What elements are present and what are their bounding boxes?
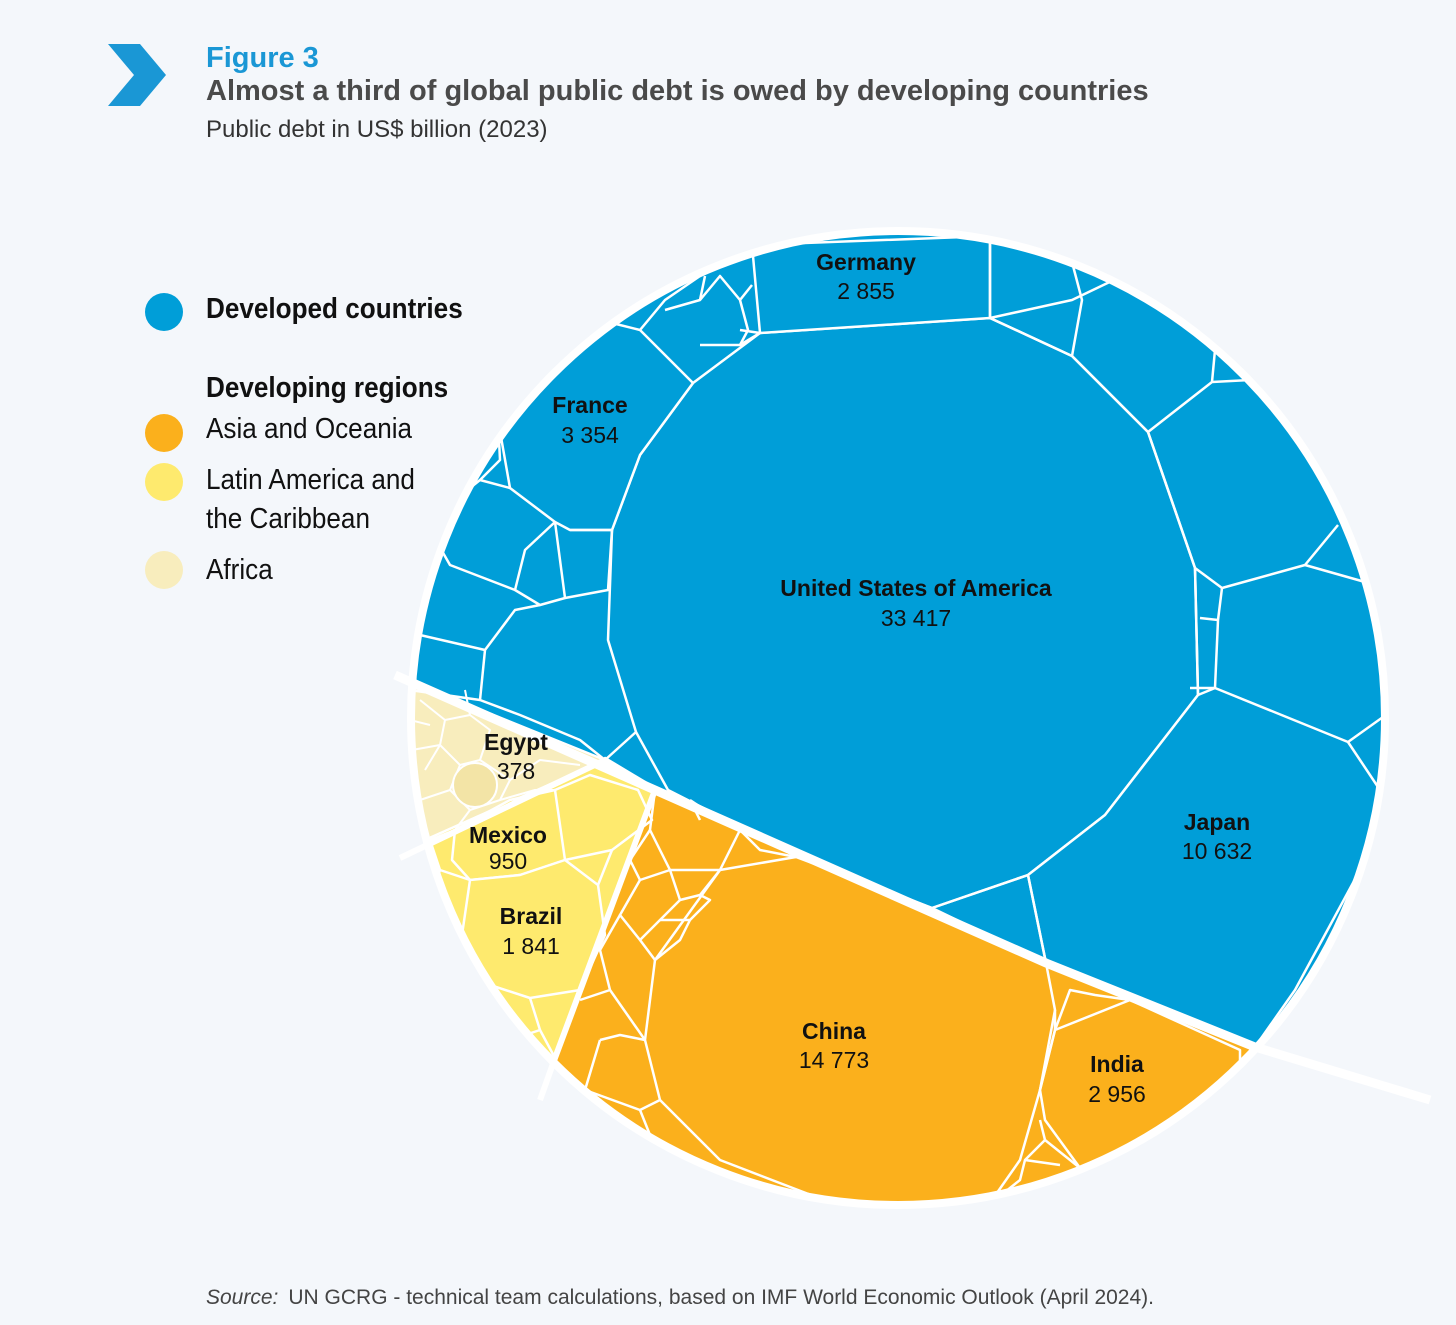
legend-asia-label: Asia and Oceania bbox=[206, 413, 413, 445]
legend-dot-asia bbox=[145, 414, 183, 452]
legend-developing-heading: Developing regions bbox=[206, 372, 449, 404]
label-germany-name: Germany bbox=[816, 249, 916, 275]
legend-africa-label: Africa bbox=[206, 554, 273, 586]
label-china-value: 14 773 bbox=[799, 1047, 869, 1073]
label-india-value: 2 956 bbox=[1088, 1081, 1146, 1107]
label-france-name: France bbox=[552, 392, 627, 418]
label-usa-value: 33 417 bbox=[881, 605, 951, 631]
label-china-name: China bbox=[802, 1018, 866, 1044]
legend-latam-label-line2: the Caribbean bbox=[206, 503, 370, 535]
legend-dot-africa bbox=[145, 551, 183, 589]
label-germany-value: 2 855 bbox=[837, 278, 895, 304]
label-usa-name: United States of America bbox=[780, 575, 1052, 601]
chevron-arrow-icon bbox=[108, 44, 166, 106]
cell-japan bbox=[1026, 686, 1382, 1049]
legend-latam-label-line1: Latin America and bbox=[206, 464, 415, 496]
legend-developed-label: Developed countries bbox=[206, 293, 463, 325]
source-text: UN GCRG - technical team calculations, b… bbox=[288, 1286, 1154, 1309]
label-france-value: 3 354 bbox=[561, 422, 619, 448]
figure-subtitle: Public debt in US$ billion (2023) bbox=[206, 116, 548, 143]
label-japan-value: 10 632 bbox=[1182, 838, 1252, 864]
figure-label: Figure 3 bbox=[206, 42, 319, 74]
figure-title: Almost a third of global public debt is … bbox=[206, 75, 1149, 107]
legend-dot-latam bbox=[145, 463, 183, 501]
legend-dot-developed bbox=[145, 293, 183, 331]
source-prefix: Source: bbox=[206, 1286, 279, 1309]
label-japan-name: Japan bbox=[1184, 809, 1250, 835]
label-brazil-value: 1 841 bbox=[502, 933, 560, 959]
label-brazil-name: Brazil bbox=[500, 903, 563, 929]
label-india-name: India bbox=[1090, 1051, 1144, 1077]
voronoi-debt-chart: Germany 2 855 France 3 354 United States… bbox=[393, 227, 1432, 1209]
label-mexico-value: 950 bbox=[489, 848, 527, 874]
source-note: Source: UN GCRG - technical team calculat… bbox=[206, 1286, 1154, 1310]
label-egypt-name: Egypt bbox=[484, 729, 548, 755]
label-mexico-name: Mexico bbox=[469, 822, 547, 848]
label-egypt-value: 378 bbox=[497, 758, 535, 784]
